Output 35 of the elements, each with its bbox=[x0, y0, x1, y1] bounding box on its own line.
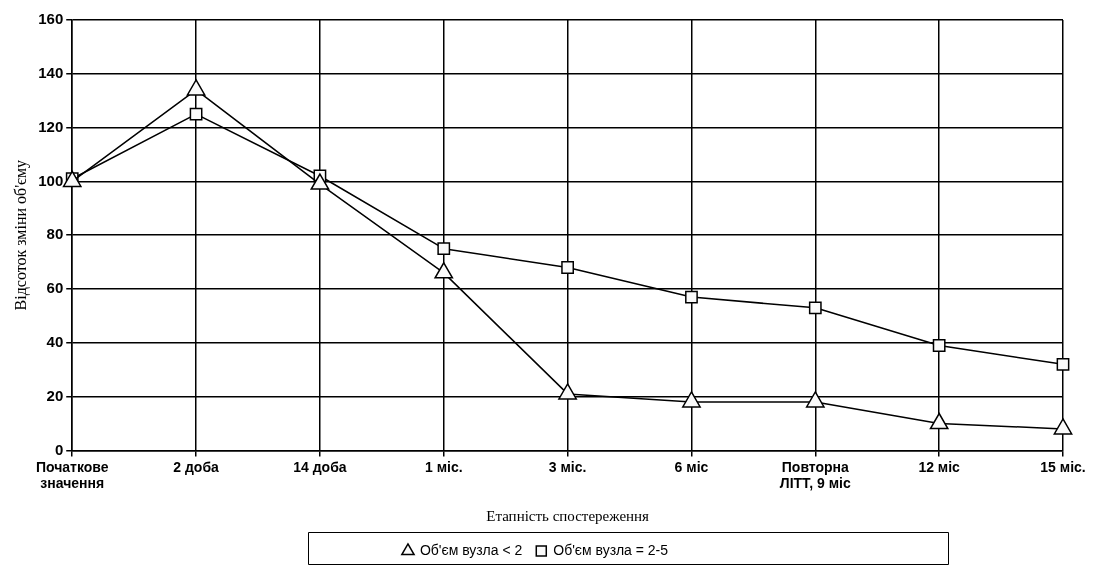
x-axis-title: Етапність спостереження bbox=[486, 507, 650, 524]
x-tick-label: 14 доба bbox=[293, 458, 347, 475]
point bbox=[561, 261, 575, 274]
y-tick-label: 40 bbox=[46, 332, 64, 350]
x-tick-label: 12 міс bbox=[918, 458, 961, 475]
y-tick-label: 0 bbox=[54, 440, 64, 458]
point bbox=[929, 412, 949, 430]
x-tick-label: 2 доба bbox=[173, 458, 220, 475]
point bbox=[685, 290, 698, 304]
x-tick-label: 3 міс. bbox=[548, 458, 587, 475]
point bbox=[189, 107, 203, 121]
x-tick-label: 15 міс. bbox=[1040, 458, 1086, 475]
point bbox=[437, 242, 451, 256]
point bbox=[558, 383, 578, 400]
point bbox=[434, 262, 454, 279]
y-tick-label: 160 bbox=[38, 10, 64, 28]
y-axis-title: Відсоток зміни об'єму bbox=[11, 159, 30, 311]
y-tick-label: 140 bbox=[38, 63, 64, 81]
point bbox=[682, 391, 701, 408]
point bbox=[1053, 418, 1073, 435]
y-tick-label: 20 bbox=[46, 386, 64, 404]
y-tick-label: 80 bbox=[46, 225, 64, 243]
point bbox=[1056, 357, 1070, 371]
legend-label: Об'єм вузла = 2-5 bbox=[553, 541, 669, 558]
y-tick-label: 60 bbox=[46, 279, 64, 297]
x-tick-label: Початкове значення bbox=[35, 458, 109, 492]
x-tick-label: 1 міс. bbox=[424, 458, 463, 475]
legend-label: Об'єм вузла < 2 bbox=[419, 541, 523, 558]
point bbox=[808, 301, 822, 315]
point bbox=[805, 391, 825, 408]
y-tick-label: 100 bbox=[38, 171, 64, 189]
point bbox=[932, 339, 946, 352]
y-tick-label: 120 bbox=[38, 117, 64, 135]
x-tick-label: 6 міс bbox=[674, 458, 709, 475]
x-tick-label: Повторна ЛІТТ, 9 міс bbox=[779, 458, 851, 492]
